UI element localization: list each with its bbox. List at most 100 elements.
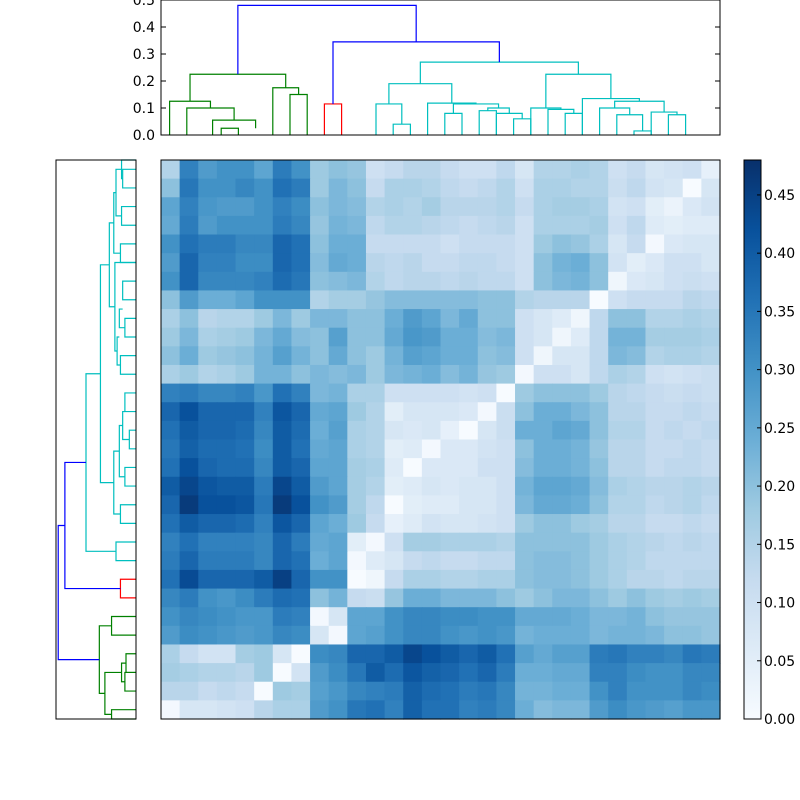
heatmap-cell [161, 402, 181, 422]
heatmap-cell [216, 234, 237, 254]
heatmap-cell [365, 383, 386, 403]
heatmap-cell [198, 420, 218, 441]
heatmap-cell [608, 178, 628, 198]
heatmap-cell [608, 271, 628, 292]
heatmap-cell [310, 681, 330, 701]
heatmap-cell [533, 271, 553, 292]
heatmap-cell [347, 607, 367, 627]
heatmap-cell [161, 346, 181, 366]
heatmap-cell [161, 476, 181, 496]
heatmap-cell [384, 551, 404, 571]
heatmap-cell [477, 234, 497, 254]
heatmap-cell [477, 346, 497, 366]
heatmap-cell [161, 420, 181, 441]
colorbar-tick-label: 0.30 [764, 363, 795, 379]
heatmap-cell [664, 346, 684, 366]
heatmap-cell [682, 178, 702, 198]
heatmap-cell [682, 290, 702, 310]
heatmap-cell [291, 495, 311, 515]
heatmap-cell [328, 402, 348, 422]
heatmap-cell [403, 476, 423, 496]
heatmap-cell [645, 197, 665, 217]
heatmap-cell [272, 495, 293, 515]
heatmap-cell [515, 271, 535, 292]
heatmap-cell [254, 625, 274, 646]
heatmap-cell [515, 420, 535, 441]
heatmap-cell [365, 514, 386, 534]
heatmap-cell [328, 681, 348, 701]
top-dendrogram-ytick-label: 0.1 [133, 101, 155, 117]
heatmap-cell [216, 532, 237, 552]
heatmap-cell [570, 495, 591, 515]
heatmap-cell [254, 514, 274, 534]
heatmap-cell [589, 495, 609, 515]
heatmap-cell [384, 644, 404, 664]
heatmap-cell [365, 197, 386, 217]
heatmap-cell [198, 178, 218, 198]
heatmap-cell [403, 625, 423, 646]
heatmap-cell [254, 197, 274, 217]
heatmap-cell [384, 197, 404, 217]
heatmap-cell [272, 607, 293, 627]
heatmap-cell [515, 607, 535, 627]
heatmap-cell [496, 290, 516, 310]
heatmap-cell [477, 215, 497, 236]
heatmap-cell [179, 439, 199, 459]
heatmap-cell [459, 551, 479, 571]
heatmap-cell [216, 607, 237, 627]
heatmap-cell [477, 290, 497, 310]
heatmap-cell [570, 532, 591, 552]
heatmap-cell [440, 514, 460, 534]
heatmap-cell [403, 402, 423, 422]
heatmap-cell [533, 253, 553, 273]
heatmap-cell [477, 551, 497, 571]
heatmap-cell [347, 625, 367, 646]
heatmap-cell [179, 663, 199, 683]
heatmap-cell [198, 663, 218, 683]
heatmap-cell [589, 197, 609, 217]
heatmap-cell [552, 514, 572, 534]
heatmap-cell [198, 160, 218, 180]
heatmap-cell [701, 514, 721, 534]
left-dendrogram-link [64, 461, 121, 590]
heatmap-cell [347, 271, 367, 292]
heatmap-cell [477, 160, 497, 180]
heatmap-cell [515, 569, 535, 590]
heatmap-cell [216, 439, 237, 459]
heatmap-cell [701, 290, 721, 310]
heatmap-cell [328, 551, 348, 571]
heatmap-cell [515, 458, 535, 478]
heatmap-cell [533, 364, 553, 385]
heatmap-cell [552, 700, 572, 720]
heatmap-cell [403, 271, 423, 292]
heatmap-cell [440, 271, 460, 292]
heatmap-cell [161, 532, 181, 552]
heatmap-cell [384, 458, 404, 478]
heatmap-cell [421, 346, 442, 366]
heatmap-cell [291, 197, 311, 217]
heatmap-cell [254, 364, 274, 385]
heatmap-cell [626, 197, 647, 217]
heatmap-cell [664, 253, 684, 273]
left-dendrogram-link [110, 615, 136, 636]
heatmap-cell [328, 476, 348, 496]
heatmap-cell [515, 383, 535, 403]
heatmap-cell [626, 215, 647, 236]
heatmap-cell [496, 383, 516, 403]
heatmap-cell [328, 327, 348, 347]
colorbar-gradient [743, 159, 762, 720]
heatmap-cell [515, 309, 535, 329]
heatmap-cell [235, 420, 255, 441]
heatmap-cell [384, 569, 404, 590]
heatmap-cell [570, 197, 591, 217]
heatmap-cell [179, 402, 199, 422]
heatmap-cell [235, 569, 255, 590]
heatmap-cell [459, 420, 479, 441]
heatmap-cell [459, 160, 479, 180]
heatmap-cell [608, 588, 628, 608]
heatmap-cell [161, 607, 181, 627]
heatmap-cell [347, 644, 367, 664]
heatmap-cell [403, 197, 423, 217]
heatmap-cell [365, 644, 386, 664]
